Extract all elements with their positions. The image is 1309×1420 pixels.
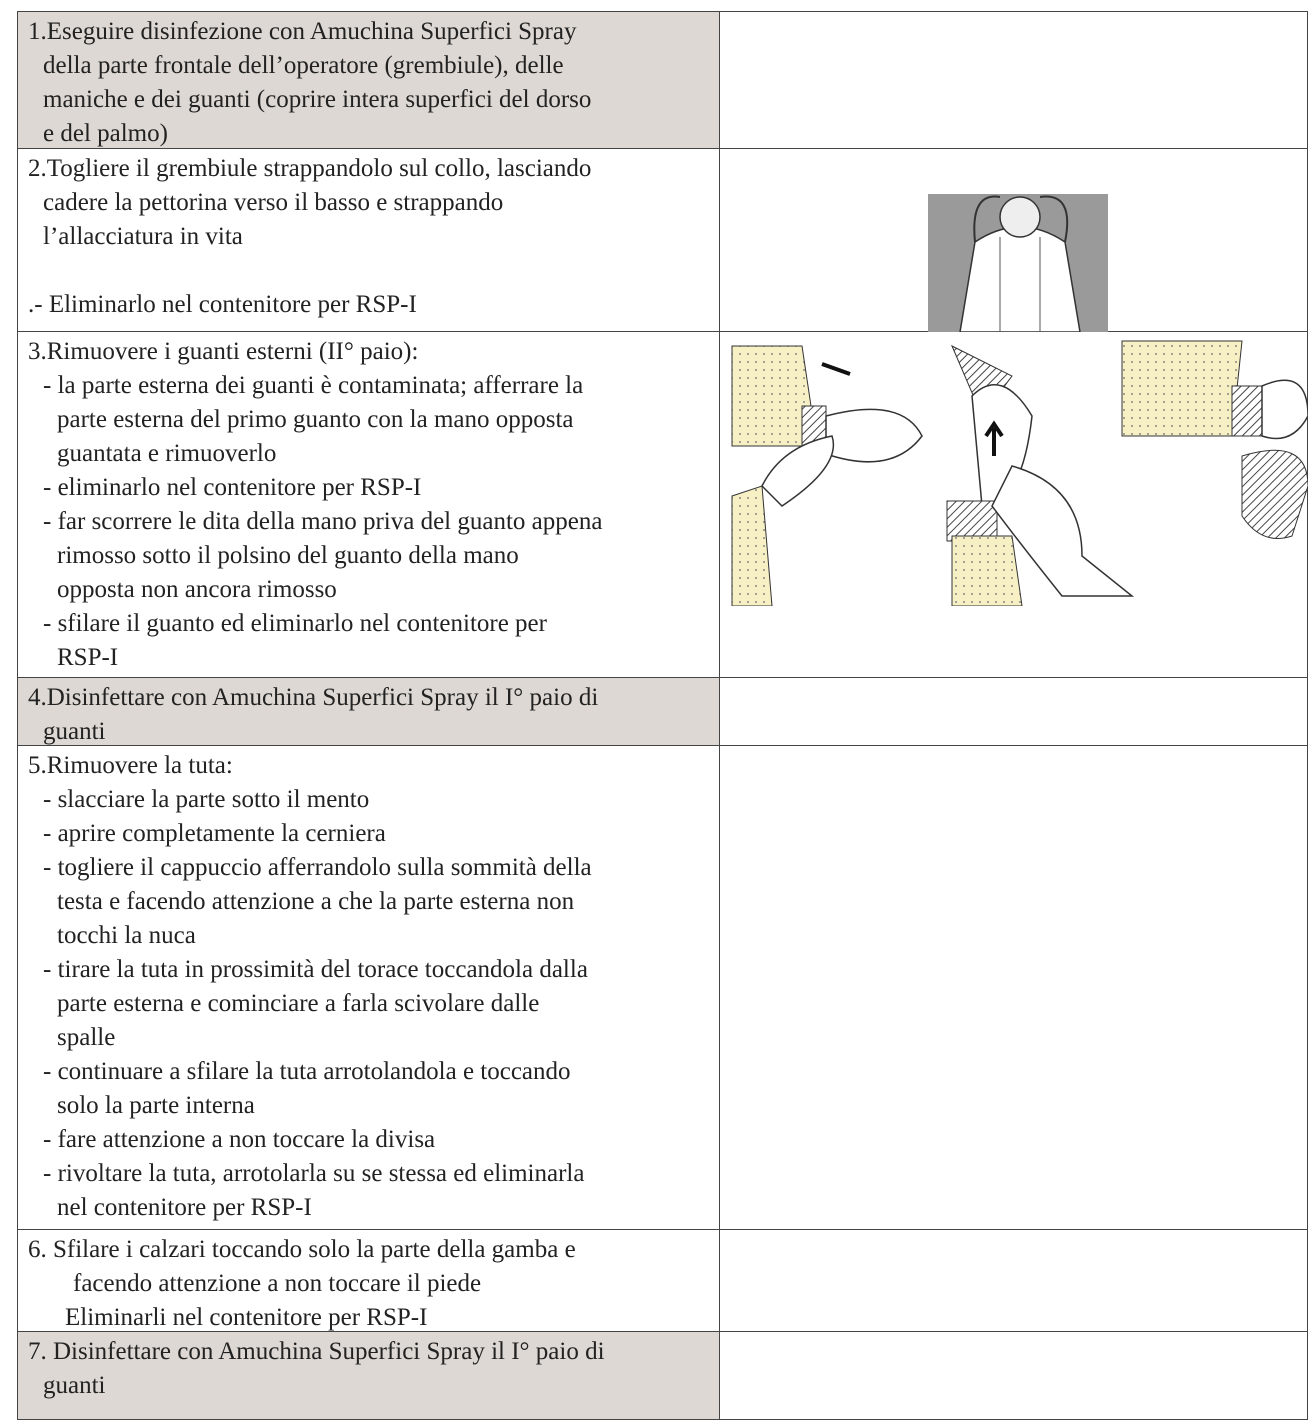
step-text: guanti [43, 718, 106, 745]
step-text: - rivoltare la tuta, arrotolarla su se s… [43, 1160, 585, 1187]
illustration-apron-removal [928, 194, 1108, 332]
step-text: maniche e dei guanti (coprire intera sup… [43, 86, 592, 113]
table-row: 7. Disinfettare con Amuchina Superfici S… [17, 1331, 1308, 1420]
step-text: - togliere il cappuccio afferrandolo sul… [43, 854, 592, 881]
step-text: - tirare la tuta in prossimità del torac… [43, 956, 588, 983]
table-row: 6. Sfilare i calzari toccando solo la pa… [17, 1229, 1308, 1332]
page: {"table": {"rows": [ {"lines": ["1.Esegu… [17, 11, 1308, 1420]
step-text: - fare attenzione a non toccare la divis… [43, 1126, 436, 1153]
step-cell: 4.Disinfettare con Amuchina Superfici Sp… [18, 678, 720, 745]
step-text: 3.Rimuovere i guanti esterni (II° paio): [28, 338, 419, 365]
step-text: spalle [57, 1024, 116, 1051]
step-cell: 5.Rimuovere la tuta: - slacciare la parte… [18, 746, 720, 1229]
step-text: e del palmo) [43, 120, 168, 147]
step-text: 2.Togliere il grembiule strappandolo sul… [28, 155, 592, 182]
step-text: rimosso sotto il polsino del guanto dell… [57, 542, 519, 569]
step-text: tocchi la nuca [57, 922, 196, 949]
step-text: 5.Rimuovere la tuta: [28, 752, 233, 779]
table-row: 5.Rimuovere la tuta: - slacciare la parte… [17, 745, 1308, 1230]
step-cell: 2.Togliere il grembiule strappandolo sul… [18, 149, 720, 331]
step-cell: 7. Disinfettare con Amuchina Superfici S… [18, 1332, 720, 1419]
table-row: 4.Disinfettare con Amuchina Superfici Sp… [17, 677, 1308, 746]
step-text: RSP-I [57, 644, 119, 671]
step-text: facendo attenzione a non toccare il pied… [73, 1270, 482, 1297]
step-text: .- Eliminarlo nel contenitore per RSP-I [28, 291, 417, 318]
step-text: parte esterna del primo guanto con la ma… [57, 406, 574, 433]
step-text: 7. Disinfettare con Amuchina Superfici S… [28, 1338, 605, 1365]
step-text: solo la parte interna [57, 1092, 255, 1119]
step-text: nel contenitore per RSP-I [57, 1194, 312, 1221]
step-text: - slacciare la parte sotto il mento [43, 786, 370, 813]
step-text: - la parte esterna dei guanti è contamin… [43, 372, 584, 399]
step-cell: 3.Rimuovere i guanti esterni (II° paio):… [18, 332, 720, 677]
step-text: guanti [43, 1372, 106, 1399]
step-text: - aprire completamente la cerniera [43, 820, 386, 847]
step-text: 6. Sfilare i calzari toccando solo la pa… [28, 1236, 576, 1263]
step-text: - far scorrere le dita della mano priva … [43, 508, 603, 535]
step-text: guantata e rimuoverlo [57, 440, 277, 467]
step-text: - sfilare il guanto ed eliminarlo nel co… [43, 610, 547, 637]
illustration-glove-removal [731, 340, 1308, 606]
table-row: 1.Eseguire disinfezione con Amuchina Sup… [17, 11, 1308, 149]
step-text: 4.Disinfettare con Amuchina Superfici Sp… [28, 684, 599, 711]
step-text: - continuare a sfilare la tuta arrotolan… [43, 1058, 571, 1085]
step-text: Eliminarli nel contenitore per RSP-I [65, 1304, 428, 1331]
step-text: - eliminarlo nel contenitore per RSP-I [43, 474, 422, 501]
step-cell: 6. Sfilare i calzari toccando solo la pa… [18, 1230, 720, 1331]
table-row: 3.Rimuovere i guanti esterni (II° paio):… [17, 331, 1308, 678]
step-cell: 1.Eseguire disinfezione con Amuchina Sup… [18, 12, 720, 148]
step-text: parte esterna e cominciare a farla scivo… [57, 990, 540, 1017]
step-text: della parte frontale dell’operatore (gre… [43, 52, 564, 79]
step-text: 1.Eseguire disinfezione con Amuchina Sup… [28, 18, 577, 45]
step-text: opposta non ancora rimosso [57, 576, 337, 603]
step-text: cadere la pettorina verso il basso e str… [43, 189, 504, 216]
step-text: l’allacciatura in vita [43, 223, 243, 250]
step-text: testa e facendo attenzione a che la part… [57, 888, 575, 915]
